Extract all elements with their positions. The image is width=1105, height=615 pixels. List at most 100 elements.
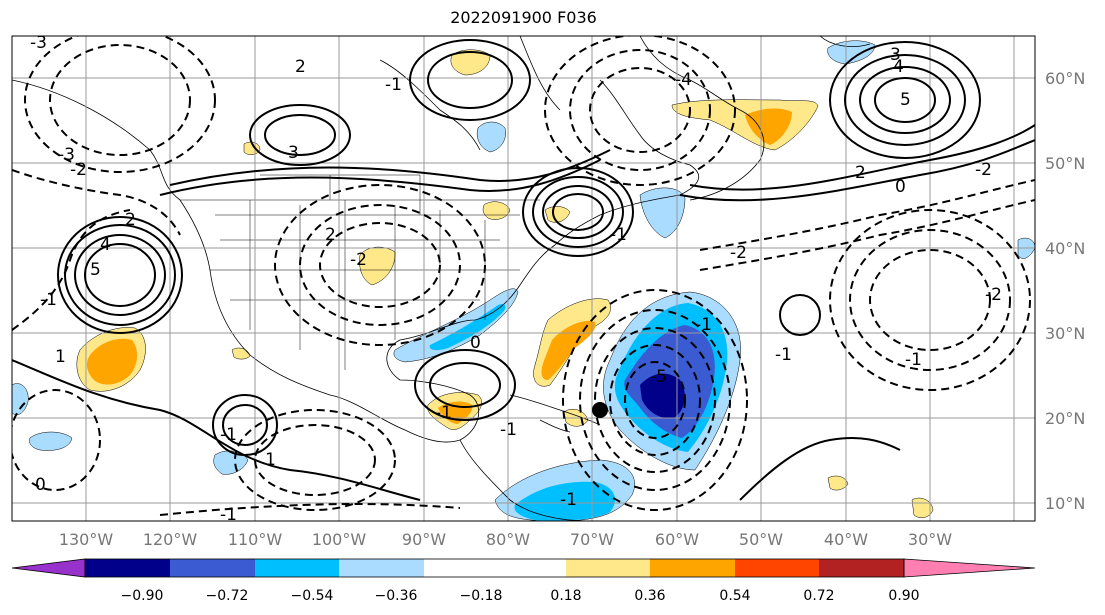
contour-labels: -3 2 -1 1 -3 2 2 5 4 1 -1 3 -4 4 3 5 -5 … xyxy=(30,33,1002,525)
colorbar-bin xyxy=(339,559,424,577)
colorbar-bin xyxy=(819,559,904,577)
contour-label: -1 xyxy=(560,490,577,510)
lat-tick-label: 40°N xyxy=(1045,239,1085,258)
shade-blue xyxy=(514,481,615,521)
contour-label: 0 xyxy=(895,177,906,197)
colorbar-frame xyxy=(84,558,905,578)
colorbar-bin xyxy=(735,559,819,577)
shade-orange xyxy=(745,108,792,145)
coastlines xyxy=(12,36,871,521)
colorbar-tick-label: −0.90 xyxy=(121,588,164,604)
colorbar-bin xyxy=(650,559,735,577)
contour-label: -1 xyxy=(500,420,517,440)
lon-axis: 130°W 120°W 110°W 100°W 90°W 80°W 70°W 6… xyxy=(59,530,952,549)
colorbar-tick-label: −0.36 xyxy=(375,588,418,604)
contour-label: -1 xyxy=(610,225,627,245)
colorbar-bin xyxy=(255,559,339,577)
colorbar-bin xyxy=(85,559,170,577)
contour-label: 4 xyxy=(893,57,904,77)
contour-label: -1 xyxy=(220,425,237,445)
lon-tick-label: 90°W xyxy=(402,530,446,549)
lon-tick-label: 70°W xyxy=(570,530,614,549)
lat-tick-label: 50°N xyxy=(1045,154,1085,173)
contour-label: 4 xyxy=(100,235,111,255)
lon-tick-label: 110°W xyxy=(228,530,283,549)
contour-label: -2 xyxy=(730,243,747,263)
shade-light-blue xyxy=(12,383,29,416)
shade-light-blue xyxy=(29,431,73,451)
colorbar-tick-label: 0.18 xyxy=(550,588,581,604)
lon-tick-label: 60°W xyxy=(655,530,699,549)
colorbar-tick-label: −0.18 xyxy=(460,588,503,604)
shade-dark-blue xyxy=(640,373,685,419)
shade-light-blue xyxy=(213,450,249,475)
contour-label: 0 xyxy=(470,333,481,353)
contour-label: -2 xyxy=(985,285,1002,305)
map-frame xyxy=(11,35,1036,522)
shade-light-blue xyxy=(827,40,876,65)
contour-label: -2 xyxy=(975,160,992,180)
lat-tick-label: 60°N xyxy=(1045,69,1085,88)
colorbar-bin xyxy=(566,559,650,577)
lon-tick-label: 100°W xyxy=(312,530,367,549)
colorbar-tick-label: −0.72 xyxy=(206,588,249,604)
colorbar-tick-label: 0.72 xyxy=(803,588,834,604)
shade-orange xyxy=(541,320,596,380)
colorbar-bin xyxy=(170,559,255,577)
colorbar xyxy=(11,558,1036,578)
contour-label: -4 xyxy=(675,70,692,90)
contour-label: 1 xyxy=(55,347,66,367)
political-borders xyxy=(180,174,540,370)
lon-tick-label: 80°W xyxy=(486,530,530,549)
storm-center-marker xyxy=(592,402,608,418)
colorbar-extend-low xyxy=(11,558,86,578)
lon-tick-label: 130°W xyxy=(59,530,114,549)
contour-label: -1 xyxy=(435,403,452,423)
dashed-contours xyxy=(12,36,1035,516)
colorbar-tick-label: 0.54 xyxy=(719,588,750,604)
lat-tick-label: 10°N xyxy=(1045,494,1085,513)
shade-yellow xyxy=(359,246,396,286)
plot-title: 2022091900 F036 xyxy=(450,8,597,27)
lat-axis: 60°N 50°N 40°N 30°N 20°N 10°N xyxy=(1045,69,1085,513)
contour-label: -2 xyxy=(350,250,367,270)
shade-yellow xyxy=(827,475,849,491)
colorbar-bin xyxy=(424,559,566,577)
map-plot-area: -3 2 -1 1 -3 2 2 5 4 1 -1 3 -4 4 3 5 -5 … xyxy=(12,33,1035,525)
shade-light-blue xyxy=(476,121,506,153)
lon-tick-label: 120°W xyxy=(143,530,198,549)
lat-tick-label: 20°N xyxy=(1045,409,1085,428)
colorbar-tick-label: −0.54 xyxy=(291,588,334,604)
contour-label: 2 xyxy=(295,57,306,77)
contour-label: 5 xyxy=(90,260,101,280)
contour-label: -1 xyxy=(775,345,792,365)
contour-label: -5 xyxy=(650,367,667,387)
colorbar-ticks: −0.90 −0.72 −0.54 −0.36 −0.18 0.18 0.36 … xyxy=(121,588,920,604)
contour-label: 3 xyxy=(288,143,299,163)
contour-label: -2 xyxy=(70,160,87,180)
shaded-fields xyxy=(12,40,1035,521)
contour-label: 1 xyxy=(265,450,276,470)
contour-label: 2 xyxy=(325,225,336,245)
contour-label: -1 xyxy=(905,350,922,370)
contour-label: 2 xyxy=(855,163,866,183)
contour-label: -1 xyxy=(220,505,237,525)
contour-label: 5 xyxy=(900,90,911,110)
contour-label: 3 xyxy=(890,45,901,65)
solid-contours xyxy=(12,39,1035,501)
contour-label: -3 xyxy=(30,33,47,53)
colorbar-tick-label: 0.36 xyxy=(634,588,665,604)
contour-label: -3 xyxy=(58,145,75,165)
colorbar-tick-label: 0.90 xyxy=(888,588,919,604)
lat-tick-label: 30°N xyxy=(1045,324,1085,343)
shade-orange xyxy=(86,338,138,385)
shade-yellow xyxy=(450,49,491,76)
contour-label: 2 xyxy=(125,210,136,230)
lon-tick-label: 40°W xyxy=(824,530,868,549)
lon-tick-label: 50°W xyxy=(739,530,783,549)
contour-label: 0 xyxy=(35,475,46,495)
lon-tick-label: 30°W xyxy=(908,530,952,549)
contour-label: -1 xyxy=(40,290,57,310)
contour-label: -1 xyxy=(695,315,712,335)
